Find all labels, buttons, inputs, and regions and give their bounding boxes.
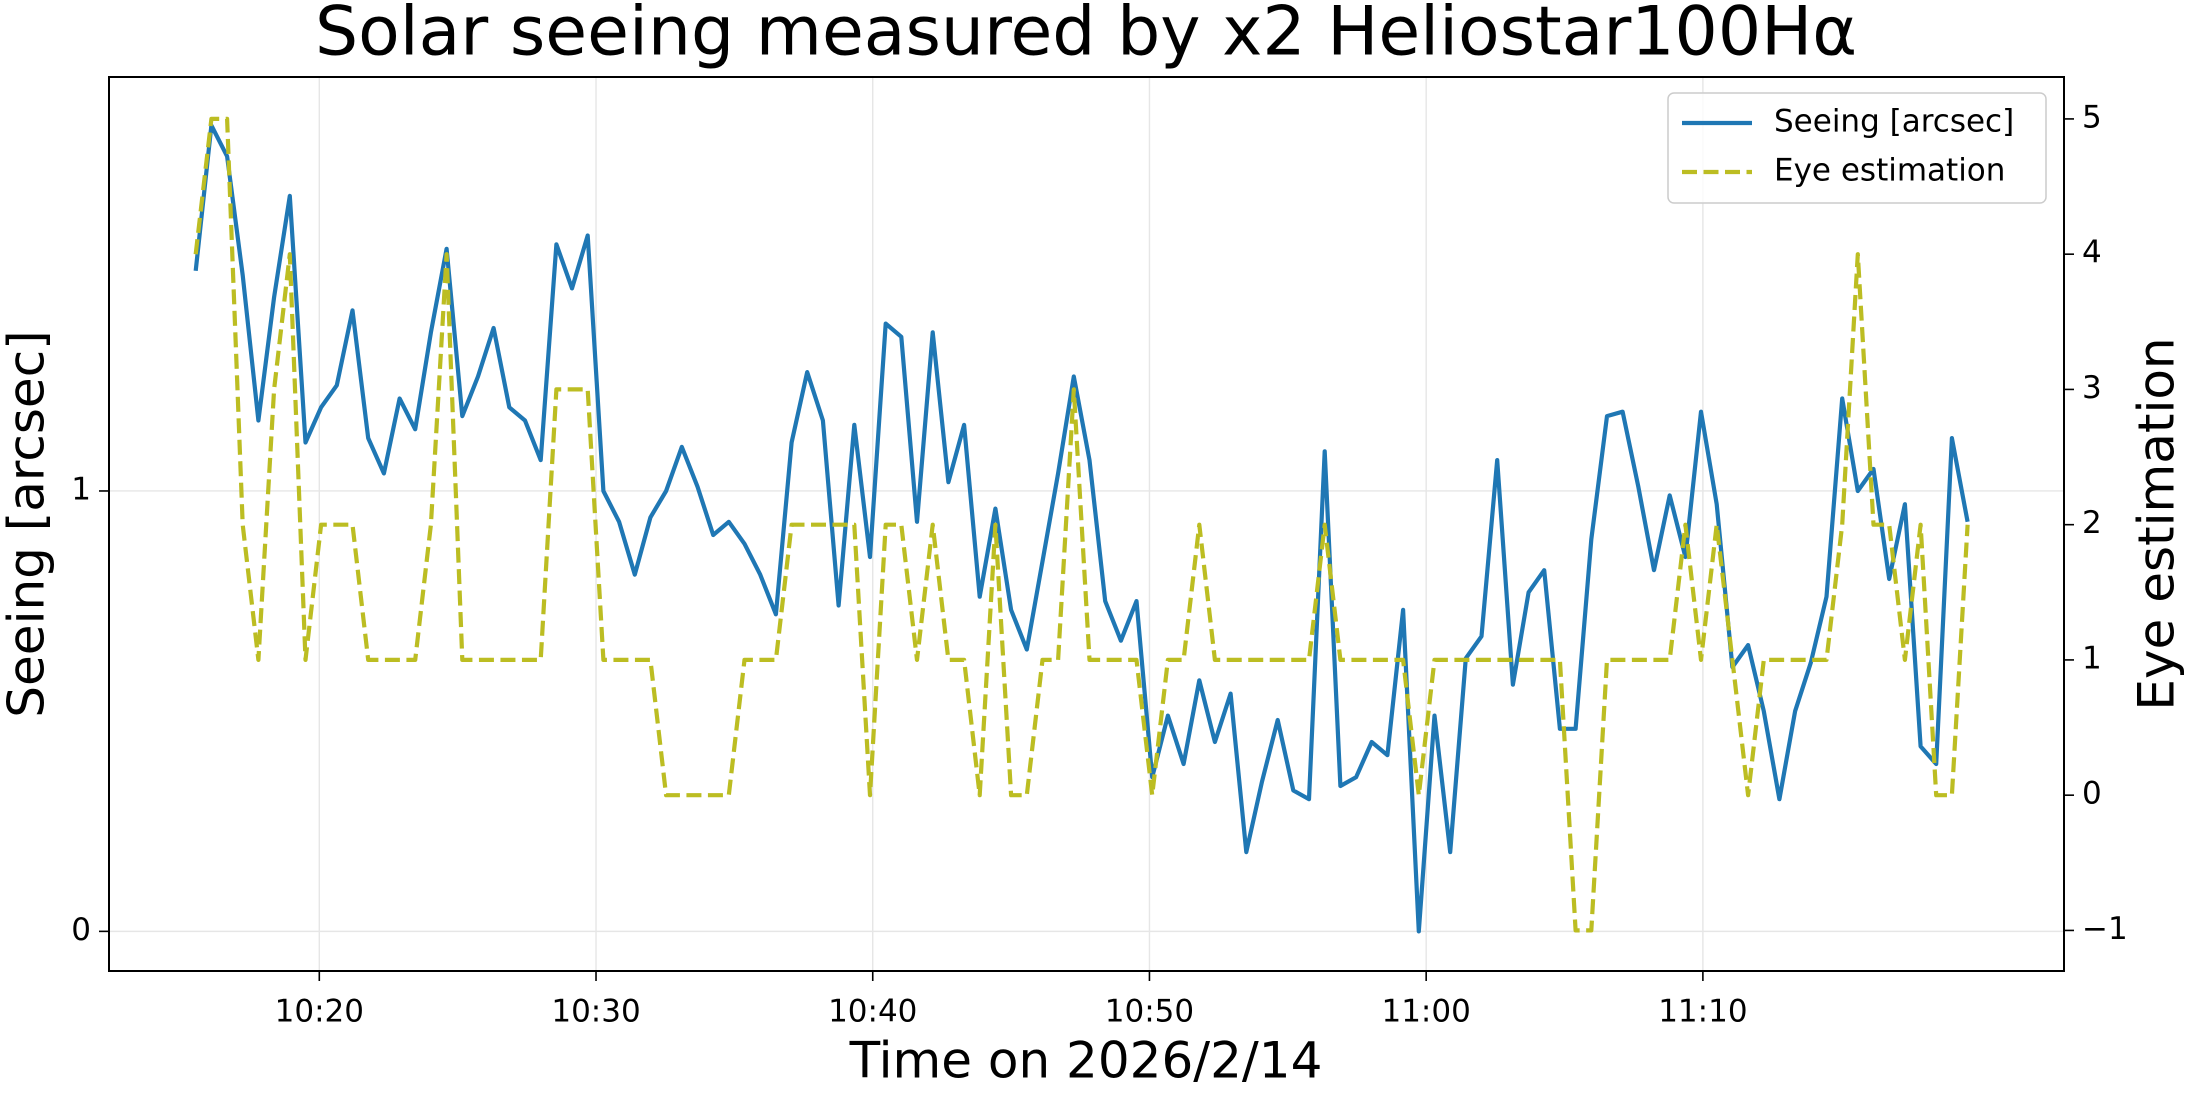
legend-label: Eye estimation bbox=[1774, 153, 2005, 189]
x-tick-label: 10:20 bbox=[275, 994, 364, 1030]
x-tick-label: 11:10 bbox=[1658, 994, 1747, 1030]
y2-tick-label: 4 bbox=[2082, 235, 2102, 271]
series-line bbox=[193, 116, 1970, 933]
y2-tick-label: 5 bbox=[2082, 99, 2102, 135]
y2-tick-label: 1 bbox=[2082, 640, 2102, 676]
x-tick-label: 10:30 bbox=[551, 994, 640, 1030]
x-tick-label: 10:40 bbox=[828, 994, 917, 1030]
plot-frame bbox=[108, 76, 2065, 972]
y-tick-label: 0 bbox=[71, 912, 91, 948]
x-tick-label: 10:50 bbox=[1105, 994, 1194, 1030]
legend-label: Seeing [arcsec] bbox=[1774, 104, 2014, 140]
y-axis-label: Seeing [arcsec] bbox=[0, 330, 56, 717]
series-line bbox=[193, 123, 1970, 934]
y2-tick-label: 2 bbox=[2082, 505, 2102, 541]
y2-axis-label: Eye estimation bbox=[2128, 337, 2186, 710]
y2-tick-label: 3 bbox=[2082, 370, 2102, 406]
x-tick-label: 11:00 bbox=[1381, 994, 1470, 1030]
y2-tick-label: 0 bbox=[2082, 776, 2102, 812]
legend-box bbox=[1667, 92, 2047, 204]
chart-title: Solar seeing measured by x2 Heliostar100… bbox=[315, 0, 1857, 72]
y2-tick-label: −1 bbox=[2082, 911, 2128, 947]
x-axis-label: Time on 2026/2/14 bbox=[849, 1032, 1323, 1090]
y-tick-label: 1 bbox=[71, 471, 91, 507]
